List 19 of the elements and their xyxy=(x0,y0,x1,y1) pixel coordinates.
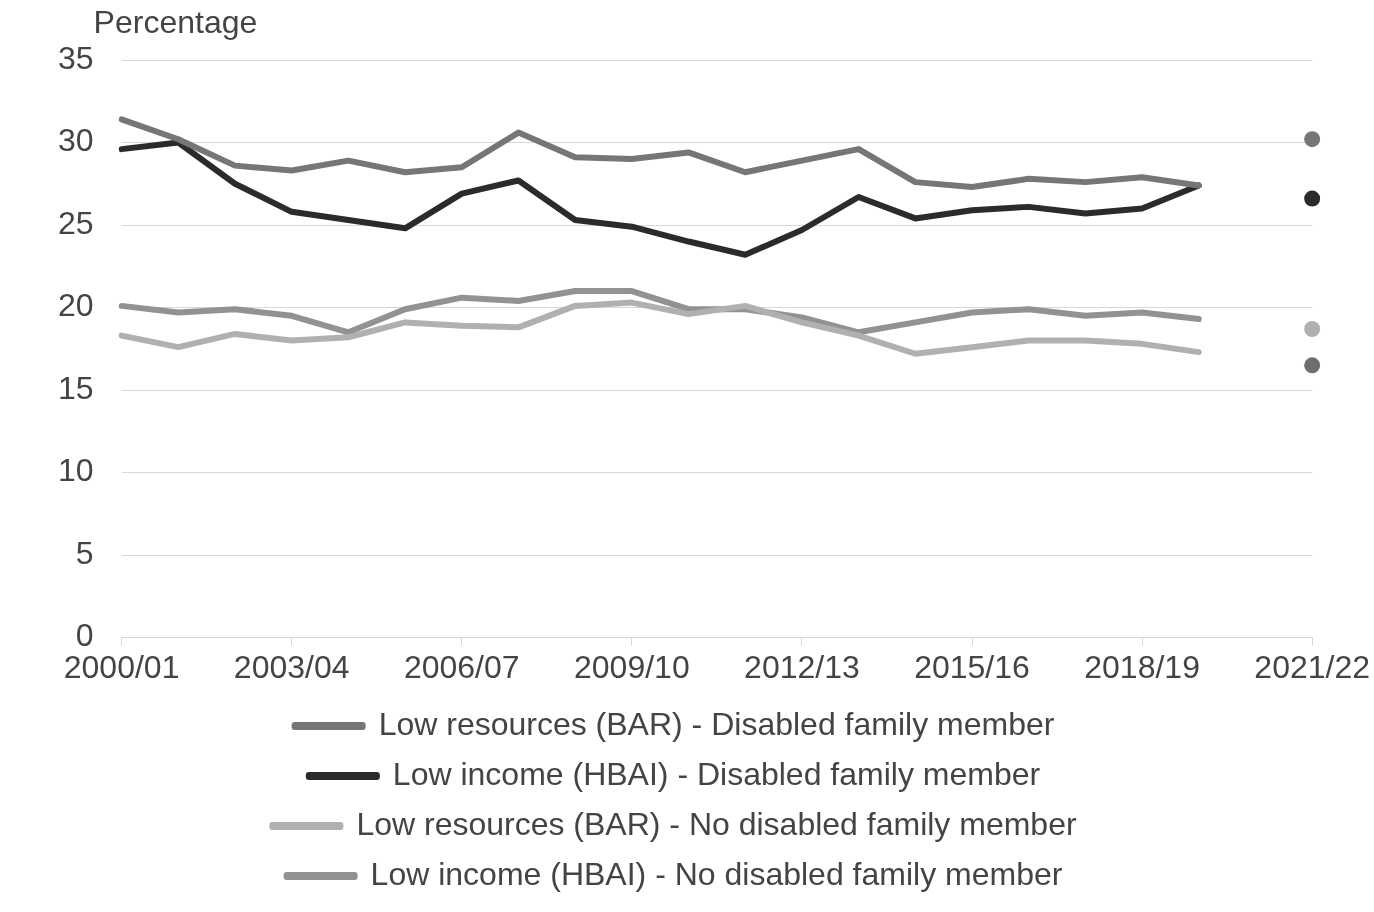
legend-label: Low income (HBAI) - No disabled family member xyxy=(370,855,1063,892)
x-tick-label: 2015/16 xyxy=(914,648,1030,685)
x-tick-label: 2018/19 xyxy=(1084,648,1200,685)
y-tick-label: 25 xyxy=(58,204,94,241)
y-tick-label: 10 xyxy=(58,452,94,489)
legend-label: Low resources (BAR) - No disabled family member xyxy=(356,805,1077,842)
legend-label: Low resources (BAR) - Disabled family member xyxy=(378,705,1055,742)
y-tick-label: 15 xyxy=(58,369,94,406)
y-tick-label: 5 xyxy=(75,534,94,571)
y-tick-label: 20 xyxy=(58,287,94,324)
x-tick-label: 2012/13 xyxy=(744,648,860,685)
y-tick-label: 35 xyxy=(58,39,94,76)
x-tick-label: 2021/22 xyxy=(1254,648,1370,685)
y-axis-title: Percentage xyxy=(93,3,258,40)
x-tick-label: 2003/04 xyxy=(233,648,350,685)
x-tick-label: 2006/07 xyxy=(403,648,520,685)
legend-label: Low income (HBAI) - Disabled family member xyxy=(392,755,1041,792)
x-tick-label: 2009/10 xyxy=(574,648,690,685)
y-tick-label: 30 xyxy=(58,122,94,159)
